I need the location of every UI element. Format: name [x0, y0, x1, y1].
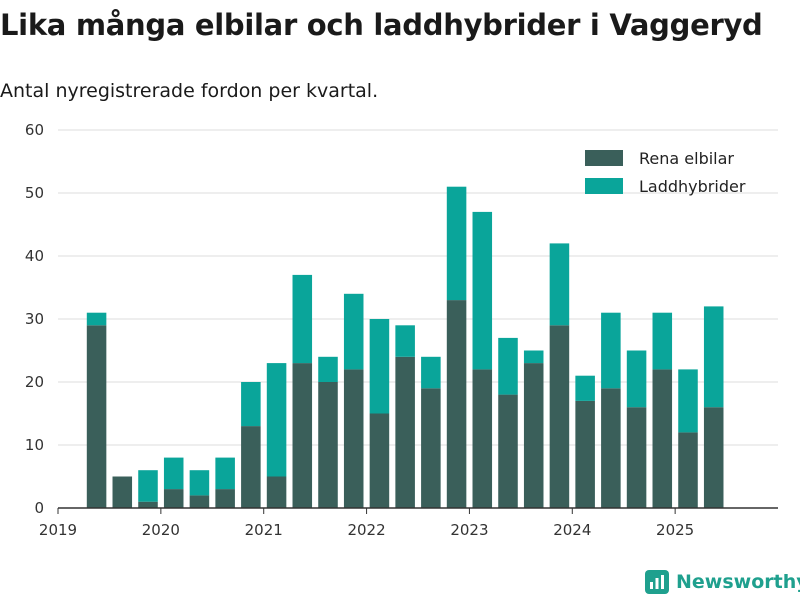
bar-segment-laddhybrider	[575, 375, 595, 401]
legend: Rena elbilar Laddhybrider	[585, 149, 746, 196]
bar-segment-rena-elbilar	[472, 369, 493, 508]
bar-segment-laddhybrider	[446, 186, 467, 301]
x-tick-label: 2019	[39, 521, 77, 539]
bar-segment-laddhybrider	[266, 363, 287, 477]
bar-segment-laddhybrider	[549, 243, 570, 326]
legend-label: Rena elbilar	[639, 149, 734, 168]
bar-segment-rena-elbilar	[626, 407, 647, 508]
x-tick-label: 2020	[142, 521, 180, 539]
bar-segment-rena-elbilar	[266, 476, 287, 508]
bar-segment-rena-elbilar	[703, 407, 724, 508]
bar-segment-rena-elbilar	[678, 432, 698, 508]
y-tick-label: 10	[25, 436, 44, 454]
bar-segment-rena-elbilar	[189, 495, 210, 508]
bar-segment-laddhybrider	[498, 337, 518, 395]
bar-segment-laddhybrider	[523, 350, 544, 364]
x-tick-label: 2021	[245, 521, 283, 539]
bar-segment-laddhybrider	[292, 274, 313, 364]
bar-segment-rena-elbilar	[395, 356, 415, 508]
chart-title: Lika många elbilar och laddhybrider i Va…	[0, 8, 763, 42]
legend-swatch-rena-elbilar	[585, 150, 623, 166]
bar-segment-laddhybrider	[318, 356, 338, 382]
bar-segment-rena-elbilar	[138, 501, 158, 508]
y-tick-label: 0	[34, 499, 44, 517]
bar-segment-laddhybrider	[626, 350, 647, 408]
bar-segment-rena-elbilar	[446, 300, 467, 508]
bar-segment-rena-elbilar	[549, 325, 570, 508]
bar-segment-laddhybrider	[189, 470, 210, 496]
newsworthy-logo: Newsworthy	[644, 569, 800, 595]
bar-segment-rena-elbilar	[369, 413, 390, 508]
bar-segment-rena-elbilar	[86, 325, 107, 508]
bar-segment-laddhybrider	[369, 319, 390, 414]
x-tick-label: 2024	[553, 521, 591, 539]
bar-segment-laddhybrider	[703, 306, 724, 408]
y-tick-label: 60	[25, 121, 44, 139]
bar-segment-laddhybrider	[421, 356, 441, 389]
bar-segment-rena-elbilar	[163, 489, 184, 508]
y-tick-label: 30	[25, 310, 44, 328]
chart-subtitle: Antal nyregistrerade fordon per kvartal.	[0, 80, 379, 102]
bar-segment-rena-elbilar	[112, 476, 133, 508]
bar-segment-laddhybrider	[241, 382, 261, 427]
bar-segment-rena-elbilar	[601, 388, 621, 508]
y-tick-label: 20	[25, 373, 44, 391]
bar-segment-rena-elbilar	[318, 382, 338, 508]
x-tick-label: 2025	[656, 521, 694, 539]
legend-swatch-laddhybrider	[585, 178, 623, 194]
x-tick-label: 2022	[347, 521, 385, 539]
bar-segment-rena-elbilar	[652, 369, 673, 508]
bar-segment-rena-elbilar	[292, 363, 313, 508]
bar-segment-laddhybrider	[395, 325, 415, 357]
bar-segment-laddhybrider	[86, 312, 107, 326]
bar-segment-rena-elbilar	[343, 369, 364, 508]
y-tick-label: 40	[25, 247, 44, 265]
bars	[86, 186, 724, 508]
x-tick-label: 2023	[450, 521, 488, 539]
bar-segment-rena-elbilar	[421, 388, 441, 508]
bar-segment-laddhybrider	[652, 312, 673, 370]
bar-segment-laddhybrider	[472, 211, 493, 370]
bar-segment-laddhybrider	[678, 369, 698, 433]
newsworthy-logo-icon	[645, 570, 669, 594]
bar-segment-laddhybrider	[138, 470, 158, 502]
legend-label: Laddhybrider	[639, 177, 746, 196]
bar-segment-rena-elbilar	[575, 400, 595, 508]
bar-segment-rena-elbilar	[215, 489, 235, 508]
y-tick-label: 50	[25, 184, 44, 202]
bar-segment-laddhybrider	[215, 457, 235, 490]
bar-segment-rena-elbilar	[498, 394, 518, 508]
bar-segment-rena-elbilar	[523, 363, 544, 508]
axes: 2019 2020 2021 2022 2023 2024 2025	[39, 507, 778, 539]
brand-name: Newsworthy	[676, 571, 800, 593]
bar-segment-laddhybrider	[601, 312, 621, 389]
bar-segment-laddhybrider	[163, 457, 184, 490]
bar-segment-laddhybrider	[343, 293, 364, 370]
bar-segment-rena-elbilar	[241, 426, 261, 508]
